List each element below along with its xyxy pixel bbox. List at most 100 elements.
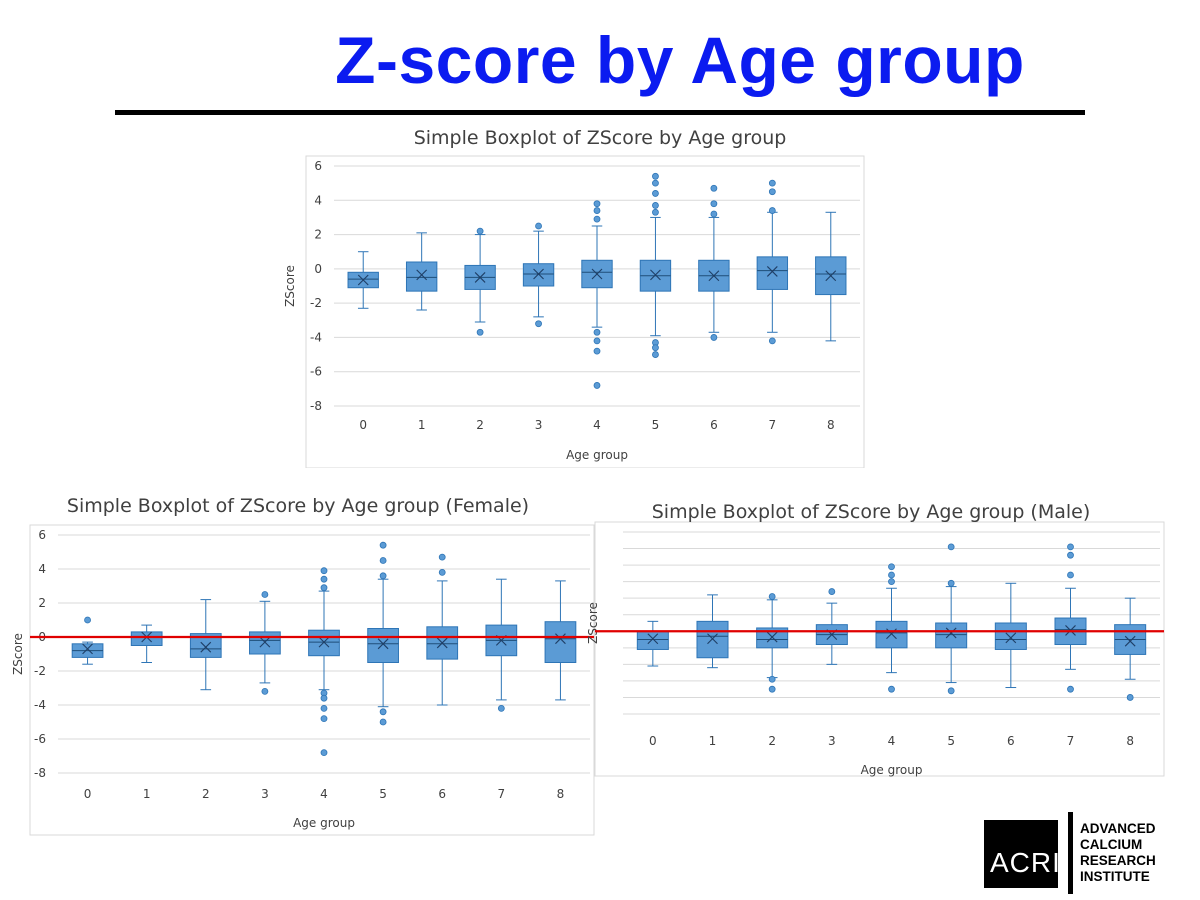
outlier-point bbox=[652, 208, 659, 216]
outlier-point bbox=[1067, 551, 1074, 559]
outlier-point bbox=[947, 687, 955, 695]
x-tick-label: 7 bbox=[498, 787, 506, 801]
outlier-point bbox=[535, 320, 542, 328]
y-tick-label: -2 bbox=[310, 296, 322, 310]
male-boxplot-chart: Simple Boxplot of ZScore by Age group (M… bbox=[586, 501, 1165, 777]
box-iqr bbox=[544, 621, 577, 663]
outlier-point bbox=[1067, 543, 1074, 551]
x-tick-label: 2 bbox=[768, 734, 776, 748]
outlier-point bbox=[261, 687, 269, 695]
outlier-point bbox=[768, 337, 776, 345]
institute-name: ADVANCED CALCIUM RESEARCH INSTITUTE bbox=[1080, 821, 1156, 885]
y-tick-label: 0 bbox=[314, 262, 322, 276]
outlier-point bbox=[710, 184, 718, 192]
x-tick-label: 3 bbox=[535, 418, 543, 432]
slide-title: Z-score by Age group bbox=[335, 23, 1025, 97]
outlier-point bbox=[710, 334, 718, 341]
outlier-point bbox=[320, 575, 328, 583]
outlier-point bbox=[593, 382, 601, 389]
outlier-point bbox=[593, 328, 601, 336]
chart-frame bbox=[594, 521, 1165, 777]
outlier-point bbox=[652, 202, 659, 209]
chart-title: Simple Boxplot of ZScore by Age group (F… bbox=[67, 495, 529, 517]
outlier-point bbox=[888, 563, 895, 571]
x-tick-label: 8 bbox=[827, 418, 835, 432]
outlier-point bbox=[768, 179, 776, 187]
y-tick-label: 4 bbox=[314, 193, 322, 207]
mean-marker bbox=[377, 638, 389, 650]
box-iqr bbox=[367, 628, 399, 663]
chart-title: Simple Boxplot of ZScore by Age group bbox=[414, 127, 787, 149]
outlier-point bbox=[438, 553, 446, 561]
outlier-point bbox=[652, 179, 659, 187]
y-tick-label: 2 bbox=[314, 228, 322, 242]
x-tick-label: 4 bbox=[320, 787, 328, 801]
outlier-point bbox=[261, 591, 269, 598]
box-iqr bbox=[756, 627, 789, 649]
outlier-point bbox=[320, 694, 328, 702]
overall-boxplot-chart: Simple Boxplot of ZScore by Age group -8 -… bbox=[283, 127, 865, 468]
outlier-point bbox=[888, 571, 895, 579]
x-tick-label: 1 bbox=[143, 787, 151, 801]
x-tick-label: 5 bbox=[652, 418, 660, 432]
y-tick-label: -6 bbox=[34, 732, 46, 746]
box-iqr bbox=[935, 622, 968, 649]
box-iqr bbox=[636, 630, 669, 650]
y-tick-label: -4 bbox=[34, 698, 46, 712]
x-tick-label: 3 bbox=[261, 787, 269, 801]
outlier-point bbox=[320, 567, 328, 575]
outlier-point bbox=[888, 578, 895, 586]
y-axis-label: ZScore bbox=[11, 633, 25, 675]
outlier-point bbox=[379, 541, 387, 549]
mean-marker bbox=[436, 637, 448, 649]
chart-title: Simple Boxplot of ZScore by Age group (M… bbox=[652, 501, 1091, 523]
box-iqr bbox=[756, 256, 789, 290]
outlier-point bbox=[320, 704, 328, 712]
outlier-point bbox=[652, 351, 659, 358]
outlier-point bbox=[768, 207, 776, 214]
outlier-point bbox=[593, 215, 601, 223]
outlier-point bbox=[497, 704, 505, 712]
mean-marker bbox=[766, 266, 778, 277]
box-iqr bbox=[426, 626, 459, 660]
x-tick-label: 2 bbox=[476, 418, 484, 432]
x-tick-label: 2 bbox=[202, 787, 210, 801]
mean-marker bbox=[1005, 632, 1017, 644]
mean-marker bbox=[707, 633, 718, 645]
mean-marker bbox=[1124, 635, 1136, 647]
acri-logo-letters: ACRI bbox=[990, 847, 1061, 878]
y-tick-label: 2 bbox=[38, 596, 46, 610]
box-iqr bbox=[522, 263, 555, 287]
x-axis-label: Age group bbox=[566, 448, 628, 462]
mean-marker bbox=[591, 268, 603, 280]
outlier-point bbox=[438, 569, 446, 576]
title-divider bbox=[115, 110, 1085, 115]
x-tick-label: 5 bbox=[947, 734, 955, 748]
outlier-point bbox=[1126, 694, 1134, 701]
outlier-point bbox=[593, 200, 601, 208]
outlier-point bbox=[947, 579, 955, 587]
outlier-point bbox=[320, 584, 328, 592]
outlier-point bbox=[1067, 685, 1074, 693]
x-tick-label: 4 bbox=[593, 418, 601, 432]
chart-frame bbox=[305, 155, 865, 468]
box-iqr bbox=[249, 631, 281, 655]
x-axis-label: Age group bbox=[293, 816, 355, 830]
outlier-point bbox=[379, 718, 387, 726]
institute-name-line: RESEARCH bbox=[1080, 853, 1156, 868]
x-axis-label: Age group bbox=[861, 763, 923, 777]
x-tick-label: 0 bbox=[84, 787, 92, 801]
mean-marker bbox=[200, 641, 212, 653]
x-tick-label: 0 bbox=[649, 734, 657, 748]
logo-divider bbox=[1068, 812, 1073, 894]
y-axis-label: ZScore bbox=[283, 265, 297, 307]
outlier-point bbox=[768, 593, 776, 600]
outlier-point bbox=[593, 347, 601, 355]
outlier-point bbox=[768, 188, 776, 196]
x-tick-label: 7 bbox=[1067, 734, 1075, 748]
x-tick-label: 6 bbox=[1007, 734, 1015, 748]
mean-marker bbox=[650, 269, 661, 281]
outlier-point bbox=[652, 190, 659, 197]
y-axis-label: ZScore bbox=[586, 602, 600, 644]
box-iqr bbox=[130, 631, 163, 646]
